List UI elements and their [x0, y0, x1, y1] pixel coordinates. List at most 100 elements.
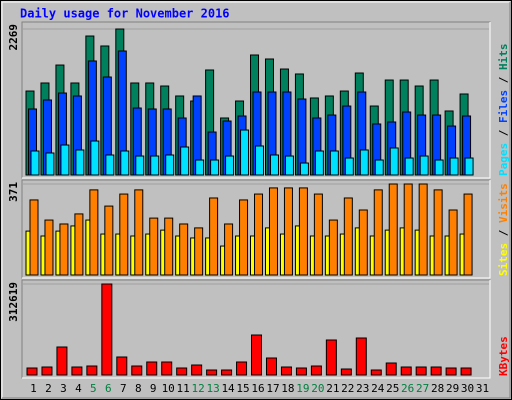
bar	[329, 150, 339, 176]
x-tick-label: 30	[461, 382, 474, 395]
bar	[268, 187, 278, 276]
bar	[298, 187, 308, 276]
bar	[119, 193, 129, 276]
bar	[445, 367, 457, 376]
x-tick-label: 4	[75, 382, 82, 395]
bar	[165, 154, 175, 176]
legend: KBytes	[497, 336, 510, 376]
y-tick-label: 2269	[7, 24, 20, 51]
bar	[86, 365, 98, 376]
bar	[74, 213, 84, 276]
bar	[195, 159, 205, 176]
x-tick-label: 15	[236, 382, 249, 395]
x-tick-label: 29	[446, 382, 459, 395]
bar	[359, 149, 369, 176]
x-tick-label: 10	[162, 382, 175, 395]
bar	[225, 155, 235, 176]
bar	[210, 159, 220, 176]
bar	[75, 149, 85, 176]
bar	[403, 183, 413, 276]
bar	[389, 147, 399, 176]
chart-title: Daily usage for November 2016	[20, 7, 230, 21]
bar	[179, 223, 189, 276]
legend-entry: Sites	[497, 243, 510, 276]
bar	[370, 369, 382, 376]
x-tick-label: 11	[177, 382, 190, 395]
x-tick-label: 28	[431, 382, 444, 395]
bar	[388, 183, 398, 276]
x-tick-label: 31	[476, 382, 489, 395]
bar	[418, 183, 428, 276]
legend: Pages / Files / Hits	[497, 44, 510, 177]
bar	[269, 154, 279, 176]
bar	[284, 155, 294, 176]
bar	[90, 140, 100, 176]
bar	[45, 152, 55, 176]
bar	[400, 366, 412, 376]
bar	[358, 209, 368, 276]
bar	[283, 187, 293, 276]
x-tick-label: 12	[192, 382, 205, 395]
x-tick-label: 2	[45, 382, 52, 395]
bar	[433, 189, 443, 276]
x-tick-label: 22	[341, 382, 354, 395]
bar	[255, 145, 265, 176]
bar	[150, 155, 160, 176]
bar	[295, 367, 307, 376]
bar	[89, 189, 99, 276]
bar	[265, 357, 277, 376]
bar	[146, 361, 158, 376]
bar	[164, 217, 174, 276]
bar	[340, 368, 352, 376]
legend-separator: /	[497, 223, 510, 243]
bar	[206, 369, 218, 376]
bar	[26, 367, 38, 376]
bar	[44, 219, 54, 276]
legend-entry: Pages	[497, 143, 510, 176]
bar	[314, 150, 324, 176]
bar	[101, 283, 113, 376]
x-tick-label: 16	[251, 382, 264, 395]
bar	[385, 362, 397, 376]
bar	[280, 366, 292, 376]
bar	[105, 154, 115, 176]
bar	[373, 189, 383, 276]
panel-bevel	[22, 22, 491, 179]
x-tick-label: 23	[356, 382, 369, 395]
x-tick-label: 18	[281, 382, 294, 395]
panel-bevel	[22, 280, 491, 379]
x-tick-label: 7	[120, 382, 127, 395]
x-tick-label: 9	[150, 382, 157, 395]
bar	[221, 369, 233, 376]
bar	[344, 157, 354, 176]
x-tick-label: 24	[371, 382, 385, 395]
bar	[30, 150, 40, 176]
bar	[116, 356, 128, 376]
legend-separator: /	[497, 123, 510, 143]
x-tick-label: 21	[326, 382, 339, 395]
bar	[325, 339, 337, 376]
bar	[191, 364, 203, 376]
x-tick-label: 6	[105, 382, 112, 395]
legend-entry: Files	[497, 90, 510, 123]
bar	[464, 157, 474, 176]
bar	[313, 193, 323, 276]
bar	[60, 144, 70, 176]
bar	[180, 146, 190, 176]
bar	[239, 199, 249, 276]
bar	[29, 199, 39, 276]
bar	[131, 365, 143, 376]
x-tick-label: 13	[206, 382, 219, 395]
bar	[299, 162, 309, 176]
bar	[135, 155, 145, 176]
bar	[176, 367, 188, 376]
bar	[134, 189, 144, 276]
bar	[41, 366, 53, 376]
bar	[419, 155, 429, 176]
bar	[254, 193, 264, 276]
bar	[310, 365, 322, 376]
